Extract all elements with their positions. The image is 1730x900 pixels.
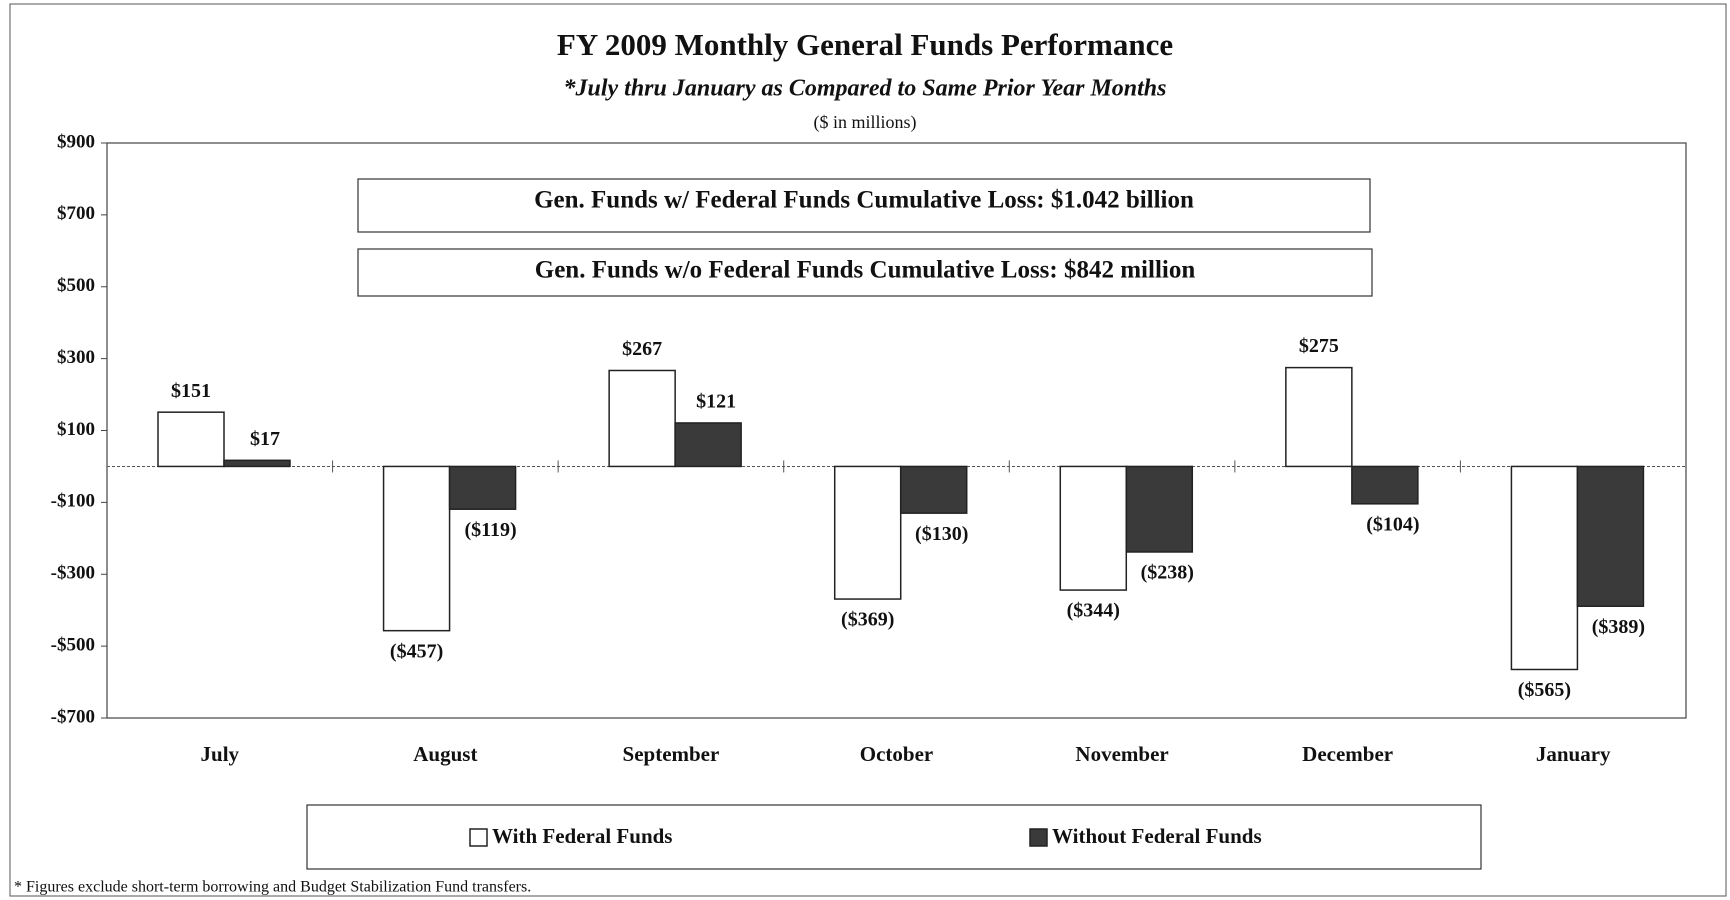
legend-swatch: [469, 828, 488, 847]
value-label: ($389): [1592, 616, 1645, 638]
bar: [1576, 465, 1645, 607]
x-tick-label: August: [413, 742, 477, 766]
outer-frame: [9, 3, 1727, 897]
footnote: * Figures exclude short-term borrowing a…: [14, 879, 531, 896]
annotation-box: [357, 248, 1373, 297]
value-label: ($238): [1141, 562, 1194, 584]
value-label: $275: [1299, 335, 1339, 357]
legend-label: With Federal Funds: [492, 824, 672, 848]
legend-label: Without Federal Funds: [1052, 824, 1262, 848]
legend-swatch: [1029, 828, 1048, 847]
x-tick-label: November: [1075, 742, 1168, 766]
units-label: ($ in millions): [814, 112, 917, 133]
bar: [899, 465, 968, 514]
value-label: ($565): [1518, 679, 1571, 701]
bar: [1510, 465, 1579, 671]
y-tick-label: $700: [57, 203, 95, 224]
annotation: Gen. Funds w/ Federal Funds Cumulative L…: [534, 187, 1194, 214]
bar: [157, 411, 225, 468]
chart-title: FY 2009 Monthly General Funds Performanc…: [557, 27, 1173, 62]
x-tick-label: October: [860, 742, 933, 766]
x-tick-label: September: [623, 742, 720, 766]
value-label: $17: [250, 428, 280, 450]
value-label: $267: [622, 338, 662, 360]
y-tick-label: -$700: [51, 706, 95, 727]
bar: [1125, 465, 1194, 553]
bar: [674, 422, 742, 468]
y-tick-label: $100: [57, 419, 95, 440]
bar: [1351, 465, 1419, 505]
x-tick-label: December: [1302, 742, 1393, 766]
value-label: ($369): [841, 609, 894, 631]
x-tick-label: July: [201, 742, 240, 766]
bar: [448, 465, 517, 510]
value-label: ($130): [915, 523, 968, 545]
value-label: ($457): [390, 640, 443, 662]
y-tick-label: -$500: [51, 634, 95, 655]
bar: [608, 369, 676, 468]
y-tick-label: $300: [57, 347, 95, 368]
bar: [382, 465, 451, 632]
bar: [833, 465, 902, 600]
value-label: ($104): [1366, 513, 1419, 535]
annotation: Gen. Funds w/o Federal Funds Cumulative …: [535, 257, 1196, 284]
y-tick-label: -$100: [51, 491, 95, 512]
value-label: $151: [171, 380, 211, 402]
legend-box: [306, 804, 1482, 870]
bar: [1059, 465, 1128, 591]
annotation-box: [357, 178, 1371, 233]
bar: [223, 459, 291, 468]
y-tick-label: $900: [57, 131, 95, 152]
value-label: $121: [696, 391, 736, 413]
bar: [1285, 366, 1353, 468]
x-tick-label: January: [1536, 742, 1611, 766]
y-tick-label: -$300: [51, 563, 95, 584]
y-tick-label: $500: [57, 275, 95, 296]
value-label: ($344): [1067, 600, 1120, 622]
chart-subtitle: *July thru January as Compared to Same P…: [563, 76, 1166, 102]
value-label: ($119): [464, 519, 516, 541]
